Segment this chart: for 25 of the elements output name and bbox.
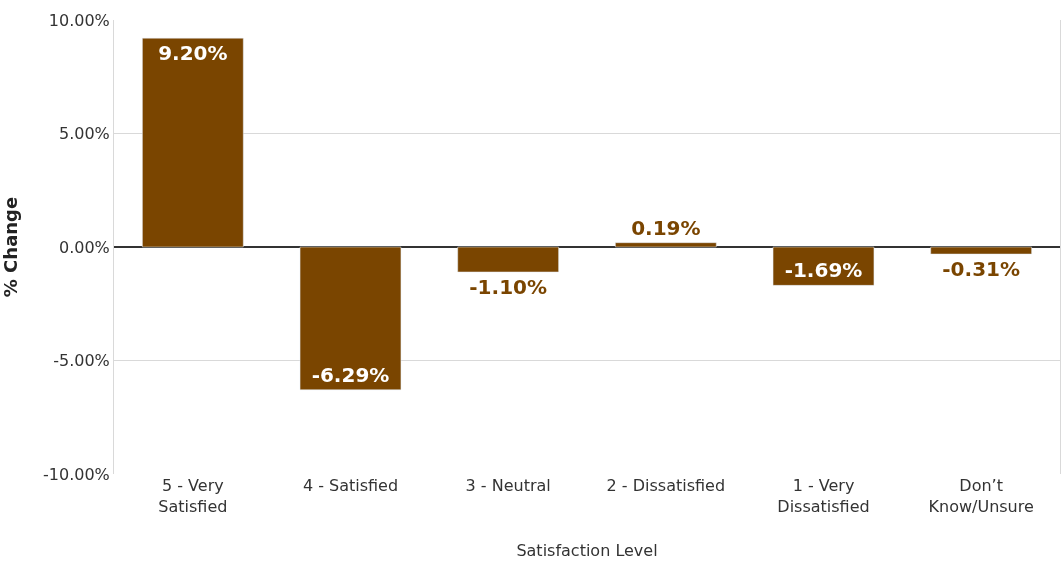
data-label: 0.19% bbox=[631, 215, 701, 240]
bar bbox=[457, 246, 559, 273]
y-tick-label: -5.00% bbox=[53, 351, 110, 371]
y-tick-label: 5.00% bbox=[58, 124, 110, 144]
x-tick-label: 2 - Dissatisfied bbox=[606, 476, 726, 495]
y-tick-label: 10.00% bbox=[48, 10, 110, 30]
data-label: -1.10% bbox=[469, 274, 548, 299]
data-label: 9.20% bbox=[158, 41, 228, 66]
x-tick-label: Don’t Know/Unsure bbox=[928, 476, 1034, 516]
data-label: -0.31% bbox=[942, 257, 1021, 282]
x-axis-title: Satisfaction Level bbox=[516, 541, 658, 561]
bar bbox=[299, 246, 402, 391]
bar bbox=[930, 246, 1032, 255]
x-tick-label: 5 - Very Satisfied bbox=[158, 476, 228, 516]
x-tick-label: 4 - Satisfied bbox=[302, 476, 399, 495]
x-tick-label: 1 - Very Dissatisfied bbox=[777, 476, 870, 516]
y-tick-label: 0.00% bbox=[58, 237, 110, 257]
y-tick-label: -10.00% bbox=[43, 464, 110, 484]
bar bbox=[615, 242, 717, 248]
x-tick-label: 3 - Neutral bbox=[465, 476, 551, 495]
data-label: -6.29% bbox=[311, 362, 390, 387]
bar bbox=[772, 246, 875, 286]
bar bbox=[142, 37, 244, 248]
data-label: -1.69% bbox=[784, 258, 863, 283]
y-axis-title: % Change bbox=[0, 196, 21, 298]
